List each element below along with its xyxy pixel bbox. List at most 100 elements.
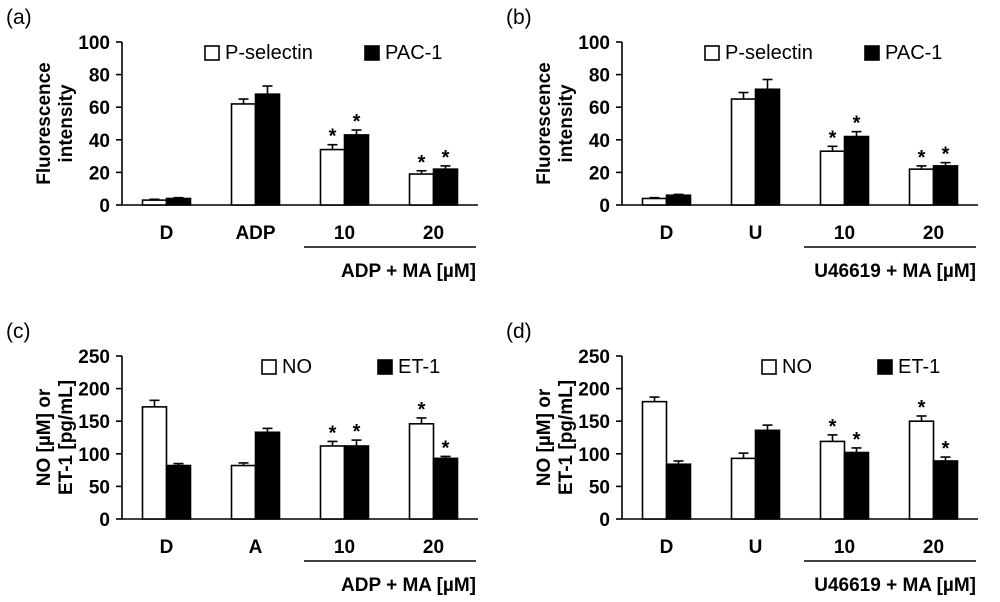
y-tick-label: 100 [78,445,110,466]
y-tick-label: 250 [578,347,610,368]
significance-asterisk: * [853,429,861,451]
x-tick-label: 20 [923,537,944,558]
x-tick-label: D [660,537,674,558]
legend-label: PAC-1 [885,42,942,64]
legend-label: P-selectin [725,42,813,64]
significance-asterisk: * [853,113,861,135]
significance-asterisk: * [329,126,337,148]
chart-panel-b: (b) Fluorescenceintensity 0 20 40 60 80 100 D U * *… [506,6,978,282]
y-axis-title: NO [µM] orET-1 [pg/mL] [534,380,577,495]
y-tick-label: 0 [99,510,110,531]
significance-asterisk: * [918,397,926,419]
bar-et-1 [343,445,370,520]
panel-label: (b) [506,6,532,29]
bar-p-selectin [408,173,435,206]
y-axis-title-line: NO [µM] or [534,388,555,486]
y-tick-label: 20 [89,163,110,184]
legend-swatch-no [261,359,277,375]
bar-pac-1 [754,88,781,206]
bar-et-1 [254,431,281,520]
significance-asterisk: * [353,421,361,443]
bar-no [730,457,757,520]
x-tick-label: 10 [834,223,855,244]
significance-asterisk: * [942,438,950,460]
x-tick-label: U [749,537,763,558]
legend-swatch-p-selectin [204,45,220,61]
bar-et-1 [432,457,459,520]
bar-pac-1 [843,135,870,206]
y-tick-label: 200 [578,380,610,401]
bar-no [408,423,435,520]
bar-pac-1 [343,134,370,206]
x-tick-label: ADP [235,223,275,244]
legend-swatch-et-1 [377,359,393,375]
legend-swatch-pac-1 [364,45,380,61]
y-axis-title: NO [µM] orET-1 [pg/mL] [34,380,77,495]
legend-label: ET-1 [398,356,440,378]
x-tick-label: D [160,223,174,244]
y-axis-title-line: ET-1 [pg/mL] [556,380,577,495]
significance-asterisk: * [442,437,450,459]
significance-asterisk: * [918,147,926,169]
bar-p-selectin [819,150,846,206]
y-tick-label: 40 [589,131,610,152]
x-tick-label: 20 [923,223,944,244]
x-tick-label: A [249,537,263,558]
y-axis-title-line: Fluorescence [34,62,55,185]
bar-no [230,464,257,520]
chart-panel-a: (a) Fluorescenceintensity 0 20 40 60 80 100 D ADP… [6,6,478,282]
x-tick-label: U [749,223,763,244]
bar-p-selectin [908,168,935,206]
x-tick-label: 20 [423,537,444,558]
y-axis-title: Fluorescenceintensity [34,62,77,185]
group-label: ADP + MA [µM] [341,575,476,596]
y-axis-title-line: Fluorescence [534,62,555,185]
x-tick-label: 20 [423,223,444,244]
legend-label: P-selectin [225,42,313,64]
y-tick-label: 100 [578,33,610,54]
y-tick-label: 250 [78,347,110,368]
y-tick-label: 200 [78,380,110,401]
significance-asterisk: * [353,111,361,133]
bar-p-selectin [230,103,257,206]
y-axis-title-line: intensity [556,84,577,163]
legend-label: PAC-1 [385,42,442,64]
y-tick-label: 150 [578,412,610,433]
chart-panel-c: (c) NO [µM] orET-1 [pg/mL] 0 50 100 150 200 250… [6,320,478,596]
y-tick-label: 60 [589,98,610,119]
panel-label: (a) [6,6,32,29]
bar-et-1 [165,464,192,520]
chart-panel-d: (d) NO [µM] orET-1 [pg/mL] 0 50 100 150 200 250… [506,320,978,596]
x-tick-label: D [160,537,174,558]
y-tick-label: 80 [589,66,610,87]
y-tick-label: 50 [89,477,110,498]
x-tick-label: 10 [334,537,355,558]
legend-label: NO [782,356,812,378]
bar-pac-1 [165,197,192,206]
legend-swatch-no [761,359,777,375]
bar-et-1 [665,463,692,520]
y-axis-title-line: intensity [56,84,77,163]
legend-label: NO [282,356,312,378]
group-label: ADP + MA [µM] [341,261,476,282]
bar-pac-1 [665,194,692,206]
y-tick-label: 60 [89,98,110,119]
y-axis-title-line: NO [µM] or [34,388,55,486]
group-label: U46619 + MA [µM] [814,575,976,596]
bar-et-1 [843,451,870,520]
bar-p-selectin [319,148,346,206]
legend-swatch-et-1 [877,359,893,375]
significance-asterisk: * [829,127,837,149]
y-tick-label: 50 [589,477,610,498]
x-tick-label: D [660,223,674,244]
bar-et-1 [754,429,781,520]
x-tick-label: 10 [334,223,355,244]
bar-no [641,400,668,520]
y-tick-label: 0 [99,196,110,217]
panel-label: (d) [506,320,532,343]
y-axis-title-line: ET-1 [pg/mL] [56,380,77,495]
bar-pac-1 [932,165,959,206]
x-tick-label: 10 [834,537,855,558]
